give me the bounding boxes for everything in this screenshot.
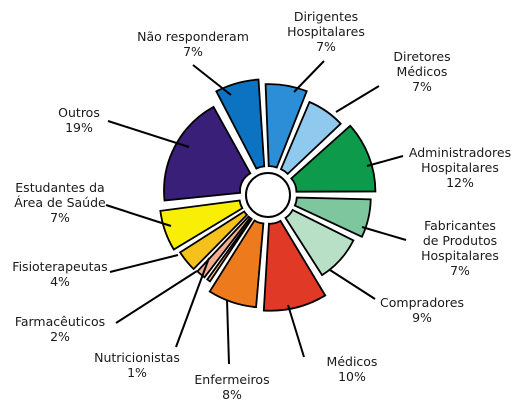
leader-line [293, 60, 325, 93]
pie-slice [215, 78, 266, 170]
slice-label: Fabricantes de Produtos Hospitalares 7% [421, 218, 499, 278]
slice-label: Farmacêuticos 2% [15, 314, 105, 344]
slice-label: Estudantes da Área de Saúde 7% [14, 180, 106, 225]
pie-slice [293, 196, 372, 238]
pie-slice [279, 100, 342, 176]
pie-slice [262, 219, 327, 312]
pie-slice [290, 124, 377, 193]
slice-label: Fisioterapeutas 4% [12, 259, 107, 289]
slice-label: Administradores Hospitalares 12% [409, 145, 511, 190]
pie-slice [159, 199, 244, 251]
leader-line [366, 155, 404, 167]
leader-line [335, 85, 380, 113]
pie-slice [196, 215, 252, 279]
leader-line [192, 64, 232, 96]
slice-label: Compradores 9% [380, 295, 464, 325]
slice-label: Médicos 10% [327, 354, 378, 384]
leader-line [226, 299, 230, 365]
slice-label: Enfermeiros 8% [194, 372, 269, 402]
pie-slice [264, 83, 308, 169]
leader-line [361, 226, 407, 241]
pie-slice [206, 217, 253, 283]
slice-label: Diretores Médicos 7% [393, 49, 450, 94]
pie-slice [284, 208, 355, 277]
leader-line [175, 257, 210, 348]
leader-line [107, 120, 190, 148]
leader-line [105, 204, 172, 227]
leader-line [115, 270, 198, 324]
pie-slice [178, 210, 249, 271]
slice-label: Não responderam 7% [137, 29, 249, 59]
leader-line [109, 254, 179, 273]
leader-line [329, 269, 376, 300]
slice-label: Nutricionistas 1% [94, 350, 180, 380]
pie-slice [163, 105, 252, 202]
slice-label: Outros 19% [58, 105, 100, 135]
donut-hole [245, 172, 291, 218]
slice-label: Dirigentes Hospitalares 7% [287, 9, 365, 54]
leader-line [287, 304, 305, 358]
pie-slice [208, 219, 265, 309]
